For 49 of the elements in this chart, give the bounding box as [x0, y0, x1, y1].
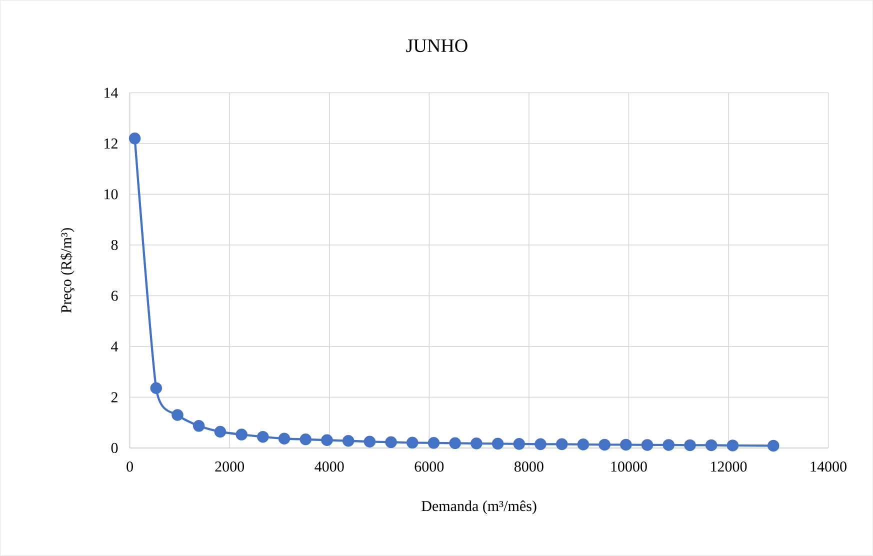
- point: [128, 132, 141, 144]
- x-axis-title: Demanda (m³/mês): [422, 500, 536, 514]
- x-tick-label: 14000: [810, 462, 846, 472]
- point: [641, 439, 654, 451]
- point: [300, 434, 312, 446]
- point: [768, 440, 780, 452]
- chart-title: JUNHO: [406, 39, 468, 52]
- point: [406, 436, 418, 449]
- point: [492, 438, 504, 450]
- point: [192, 420, 205, 432]
- x-tick-label: 2000: [215, 462, 244, 472]
- point: [556, 438, 568, 450]
- y-tick-label: 8: [111, 240, 118, 250]
- y-tick-label: 0: [111, 443, 118, 454]
- point: [449, 437, 461, 450]
- x-tick-label: 12000: [711, 462, 747, 472]
- point: [214, 426, 226, 438]
- y-tick-label: 2: [111, 392, 118, 402]
- point: [385, 436, 397, 448]
- y-tick-label: 6: [111, 290, 118, 301]
- point: [726, 440, 739, 452]
- y-tick-label: 12: [104, 138, 118, 149]
- point: [684, 439, 696, 452]
- y-tick-label: 4: [111, 342, 118, 352]
- point: [470, 438, 482, 450]
- y-axis-title: Preço (R$/m³): [60, 228, 74, 313]
- y-tick-label: 14: [104, 88, 118, 98]
- point: [662, 439, 675, 451]
- point: [513, 438, 526, 450]
- point: [321, 434, 333, 446]
- x-tick-label: 10000: [611, 462, 647, 472]
- x-tick-label: 8000: [514, 462, 544, 472]
- x-tick-label: 0: [126, 462, 133, 472]
- y-tick-label: 10: [104, 189, 118, 200]
- point: [364, 436, 376, 448]
- point: [577, 438, 590, 450]
- point: [620, 438, 632, 451]
- point: [150, 382, 162, 394]
- point: [534, 438, 546, 450]
- point: [172, 409, 184, 421]
- point: [278, 432, 290, 445]
- point: [342, 435, 354, 447]
- point: [598, 438, 610, 451]
- point: [236, 428, 248, 441]
- x-tick-label: 4000: [314, 462, 344, 472]
- point: [257, 431, 269, 443]
- point: [428, 437, 440, 449]
- point: [705, 439, 718, 452]
- x-tick-label: 6000: [414, 462, 444, 472]
